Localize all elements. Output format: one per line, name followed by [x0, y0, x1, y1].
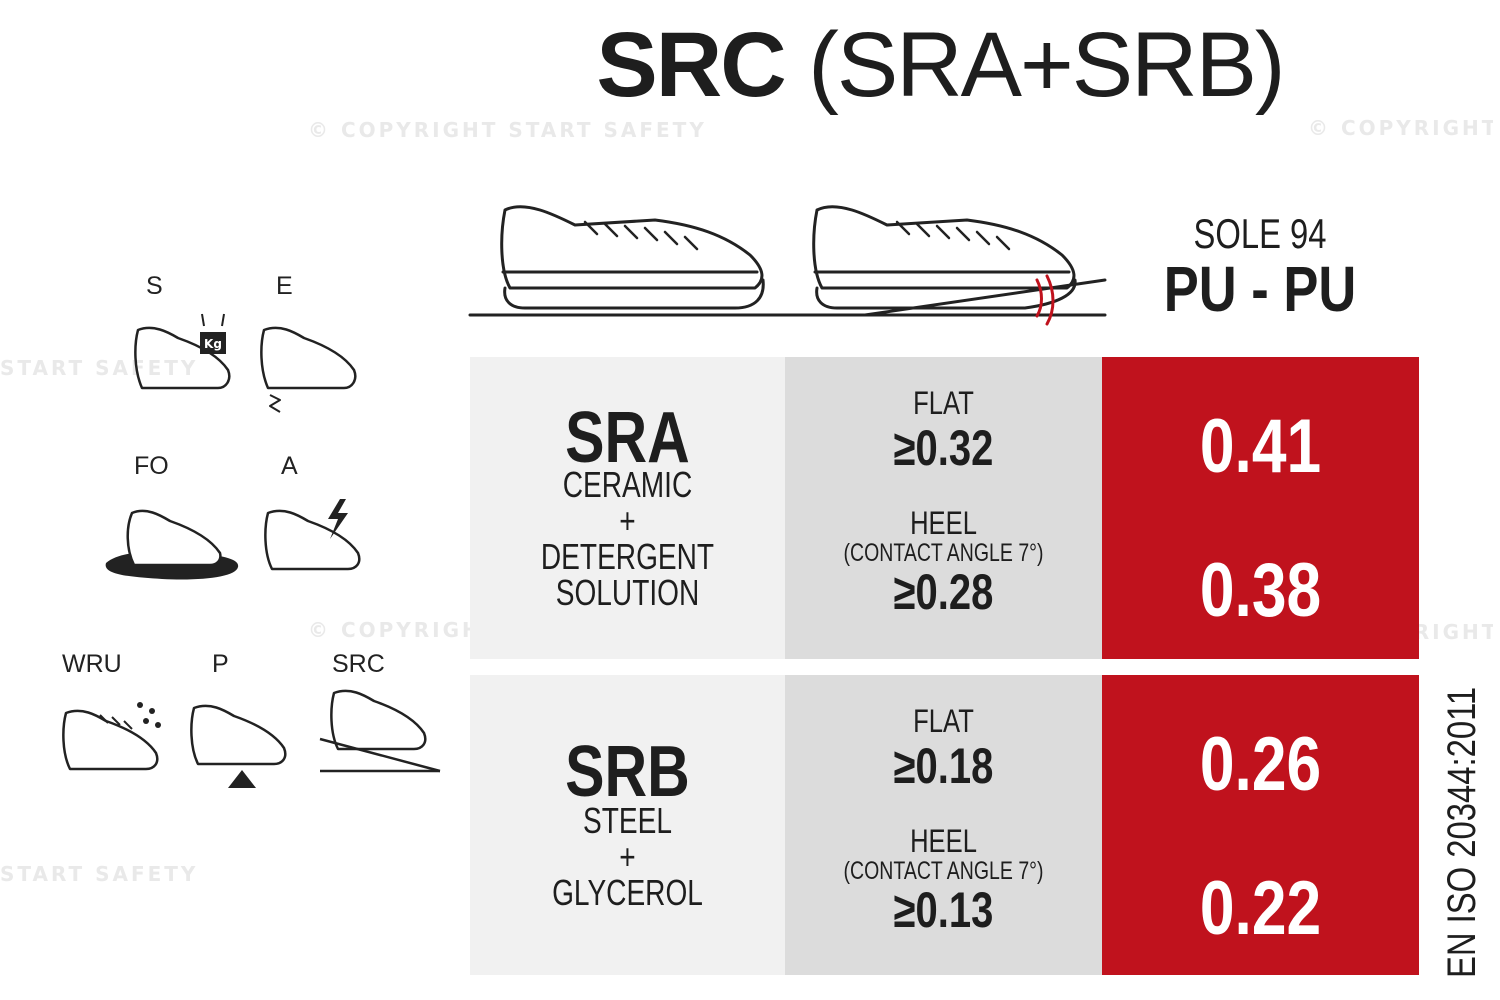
icon-label-s: S [146, 272, 163, 300]
page-title: SRC (SRA+SRB) [560, 10, 1320, 120]
shoe-antistatic-icon [264, 499, 361, 571]
icon-label-a: A [281, 452, 298, 480]
title-light: (SRA+SRB) [808, 14, 1285, 116]
row-sra-test: SRA CERAMIC + DETERGENT SOLUTION [470, 357, 785, 659]
shoe-slip-icon [319, 689, 441, 773]
shoe-slip-illustration [468, 205, 1107, 326]
row-srb-results: 0.26 0.22 [1102, 675, 1419, 975]
heel-result: 0.22 [1199, 866, 1322, 951]
watermark-brand: START SAFETY [0, 356, 199, 380]
watermark-brand: START SAFETY [0, 862, 199, 886]
watermark-copyright: © COPYRIGHT START SAFETY [308, 118, 707, 142]
shoe-energy-icon [260, 326, 357, 413]
flat-result: 0.41 [1199, 404, 1322, 489]
watermark-copyright: © COPYRIGHT START SAFETY [1308, 116, 1493, 140]
title-bold: SRC [596, 14, 786, 116]
condition-line: CERAMIC [562, 464, 693, 505]
flat-requirement: ≥0.18 [893, 738, 994, 794]
icon-label-wru: WRU [62, 650, 122, 678]
row-srb-requirements: FLAT ≥0.18 HEEL (CONTACT ANGLE 7°) ≥0.13 [785, 675, 1102, 975]
condition-line: + [619, 500, 636, 541]
heel-label: HEEL [910, 823, 977, 859]
shoe-puncture-icon [190, 704, 287, 788]
condition-line: GLYCEROL [552, 872, 703, 913]
condition-line: + [619, 836, 636, 877]
condition-line: SOLUTION [555, 572, 700, 613]
row-sra-results: 0.41 0.38 [1102, 357, 1419, 659]
sole-info: SOLE 94 PU - PU [1110, 210, 1410, 326]
heel-result: 0.38 [1199, 548, 1322, 633]
shoe-weight-icon: Kg [134, 313, 231, 390]
flat-result: 0.26 [1199, 722, 1322, 807]
heel-label: HEEL [910, 505, 977, 541]
heel-note: (CONTACT ANGLE 7°) [843, 857, 1044, 885]
sole-label: SOLE 94 [1193, 210, 1327, 257]
standard-text: EN ISO 20344:2011 [1440, 686, 1484, 978]
flat-requirement: ≥0.32 [893, 420, 994, 476]
heel-requirement: ≥0.28 [893, 564, 994, 620]
row-sra-requirements: FLAT ≥0.32 HEEL (CONTACT ANGLE 7°) ≥0.28 [785, 357, 1102, 659]
test-code: SRB [565, 732, 690, 812]
icon-label-src: SRC [332, 650, 385, 678]
shoe-water-icon [62, 702, 161, 771]
condition-line: DETERGENT [540, 536, 715, 577]
icon-label-e: E [276, 272, 293, 300]
shoe-oil-icon [105, 509, 239, 580]
flat-label: FLAT [913, 703, 974, 739]
svg-text:Kg: Kg [204, 337, 222, 351]
test-code: SRA [565, 398, 690, 478]
row-srb-test: SRB STEEL + GLYCEROL [470, 675, 785, 975]
heel-note: (CONTACT ANGLE 7°) [843, 539, 1044, 567]
sole-material: PU - PU [1163, 253, 1357, 325]
icon-label-fo: FO [134, 452, 169, 480]
heel-requirement: ≥0.13 [893, 882, 994, 938]
icon-label-p: P [212, 650, 229, 678]
condition-line: STEEL [583, 800, 672, 841]
flat-label: FLAT [913, 385, 974, 421]
standard-reference: EN ISO 20344:2011 [1440, 658, 1490, 978]
